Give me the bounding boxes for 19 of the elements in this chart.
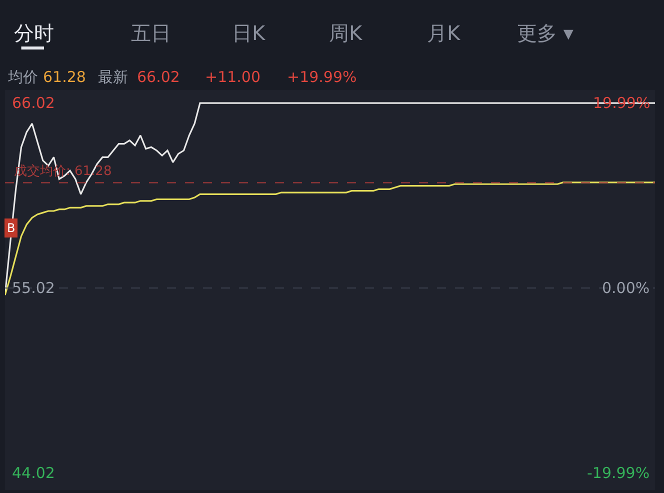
text: 66.02 <box>137 68 180 86</box>
text: 五日 <box>131 21 171 45</box>
text: 61.28 <box>43 68 86 86</box>
y2-tick-label: 0.00% <box>602 279 650 297</box>
text: 分时 <box>14 21 54 45</box>
line-series <box>5 182 655 296</box>
text: 更多 ▾ <box>517 21 574 45</box>
text: 均价 <box>7 68 38 86</box>
y2-tick-label: -19.99% <box>587 464 650 482</box>
annotation: B <box>7 221 16 235</box>
y-tick-label: 44.02 <box>12 464 55 482</box>
text: +19.99% <box>287 68 357 86</box>
text: 周K <box>329 21 363 45</box>
text: 日K <box>232 21 266 45</box>
text: +11.00 <box>205 68 261 86</box>
y-tick-label: 55.02 <box>12 279 55 297</box>
text: 月K <box>427 21 461 45</box>
y-tick-label: 66.02 <box>12 94 55 112</box>
text: 最新 <box>98 68 128 86</box>
